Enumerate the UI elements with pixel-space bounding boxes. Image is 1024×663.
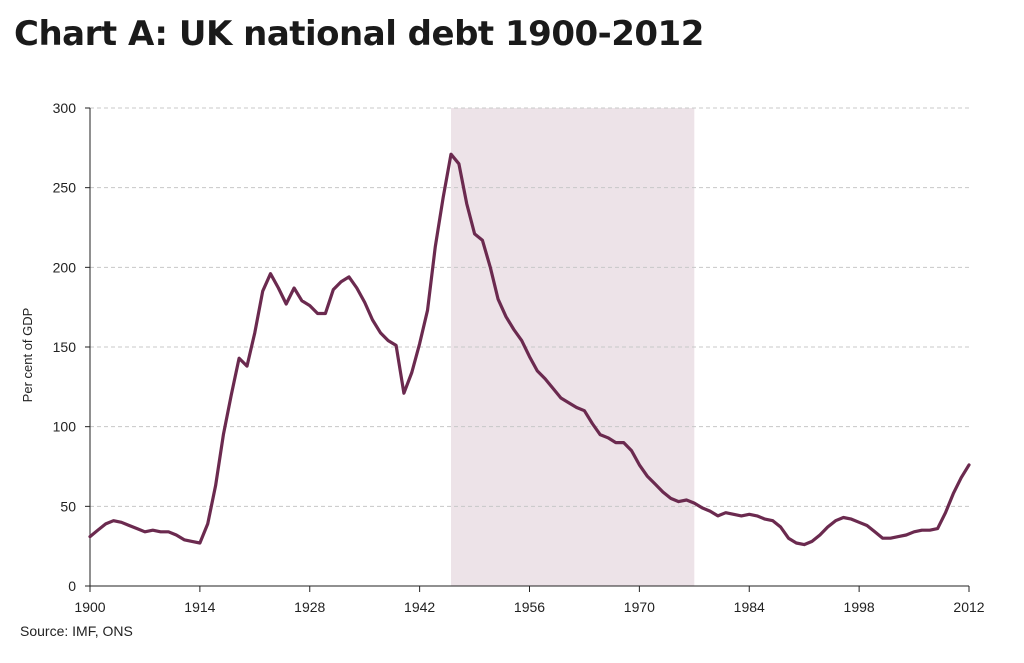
x-tick-label-1984: 1984 [734, 599, 765, 615]
y-tick-label-50: 50 [60, 498, 76, 514]
series-line-debt [88, 152, 971, 547]
tick-labels: 0 50 100 150 200 250 300 1900 1914 1928 1942 1956 19… [53, 100, 985, 615]
x-tick-label-1956: 1956 [514, 599, 545, 615]
y-tick-label-200: 200 [53, 259, 77, 275]
x-tick-label-1900: 1900 [74, 599, 105, 615]
x-tick-label-1928: 1928 [294, 599, 325, 615]
x-tick-label-1914: 1914 [184, 599, 215, 615]
y-tick-label-150: 150 [53, 339, 77, 355]
series-layer [88, 152, 971, 547]
x-tick-label-1998: 1998 [844, 599, 875, 615]
x-tick-label-1970: 1970 [624, 599, 655, 615]
chart-title: Chart A: UK national debt 1900-2012 [14, 14, 704, 54]
y-tick-label-100: 100 [53, 419, 77, 435]
source-note: Source: IMF, ONS [20, 623, 133, 639]
y-axis-label: Per cent of GDP [20, 308, 35, 403]
axes [85, 107, 970, 592]
y-tick-label-300: 300 [53, 100, 77, 116]
x-tick-label-2012: 2012 [953, 599, 984, 615]
x-tick-label-1942: 1942 [404, 599, 435, 615]
y-tick-label-250: 250 [53, 180, 77, 196]
y-tick-label-0: 0 [68, 578, 76, 594]
